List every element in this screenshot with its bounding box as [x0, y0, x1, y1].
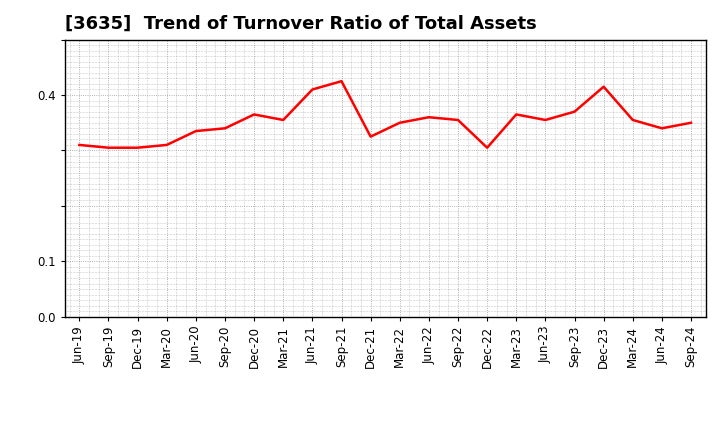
Text: [3635]  Trend of Turnover Ratio of Total Assets: [3635] Trend of Turnover Ratio of Total … [65, 15, 536, 33]
